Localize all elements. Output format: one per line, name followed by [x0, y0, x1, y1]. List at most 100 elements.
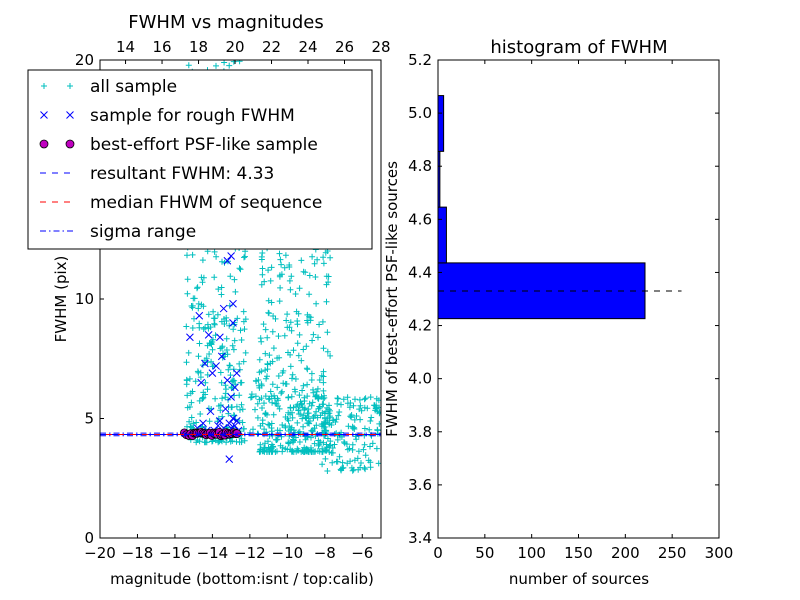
all-sample-point — [283, 317, 290, 324]
legend-marker — [40, 111, 48, 119]
all-sample-point — [183, 323, 190, 330]
all-sample-point — [199, 257, 206, 264]
all-sample-point — [229, 342, 236, 349]
all-sample-point — [326, 402, 332, 409]
all-sample-point — [191, 295, 198, 302]
all-sample-point — [307, 418, 313, 424]
all-sample-point — [239, 406, 246, 413]
all-sample-point — [219, 343, 226, 350]
all-sample-point — [278, 390, 285, 397]
all-sample-point — [183, 377, 190, 384]
all-sample-point — [265, 267, 272, 274]
all-sample-point — [308, 370, 315, 377]
rough-sample-point — [223, 376, 232, 385]
all-sample-point — [227, 273, 234, 280]
all-sample-point — [360, 446, 367, 453]
all-sample-point — [225, 366, 232, 373]
all-sample-point — [267, 277, 274, 284]
all-sample-point — [327, 438, 334, 445]
all-sample-point — [296, 439, 303, 445]
x-tick-label: 50 — [475, 544, 494, 562]
all-sample-point — [279, 422, 286, 428]
all-sample-point — [183, 359, 190, 366]
all-sample-point — [336, 453, 343, 460]
all-sample-point — [259, 265, 266, 272]
all-sample-point — [299, 387, 306, 394]
all-sample-point — [304, 410, 311, 417]
all-sample-point — [213, 253, 220, 260]
x-tick-label: −16 — [159, 544, 191, 562]
all-sample-point — [217, 407, 224, 414]
all-sample-point — [226, 302, 233, 309]
y-tick-label: 4.0 — [408, 370, 432, 388]
legend-label: resultant FWHM: 4.33 — [90, 164, 274, 184]
y-tick-label: 4.8 — [408, 157, 432, 175]
all-sample-point — [215, 286, 222, 293]
all-sample-point — [303, 415, 310, 422]
all-sample-point — [247, 394, 254, 401]
all-sample-point — [188, 414, 195, 421]
all-sample-point — [233, 403, 240, 410]
all-sample-point — [324, 468, 331, 474]
all-sample-point — [269, 328, 276, 335]
all-sample-point — [240, 318, 247, 325]
all-sample-point — [280, 380, 287, 387]
all-sample-point — [277, 256, 284, 263]
all-sample-point — [311, 425, 318, 432]
all-sample-point — [287, 446, 294, 453]
all-sample-point — [205, 325, 212, 332]
all-sample-point — [184, 290, 191, 297]
all-sample-point — [262, 440, 268, 447]
histogram-bar — [438, 95, 445, 152]
y-tick-label: 4.4 — [408, 263, 432, 281]
all-sample-point — [295, 407, 302, 413]
rough-sample-point — [195, 311, 204, 320]
all-sample-point — [288, 393, 295, 400]
rough-sample-point — [216, 333, 224, 342]
all-sample-point — [268, 264, 275, 271]
all-sample-point — [320, 423, 327, 430]
all-sample-point — [276, 405, 283, 412]
all-sample-point — [347, 400, 354, 406]
all-sample-point — [272, 315, 279, 322]
all-sample-point — [205, 311, 212, 318]
legend-marker — [65, 139, 75, 149]
all-sample-point — [228, 378, 235, 385]
rough-sample-point — [231, 383, 239, 392]
all-sample-point — [223, 335, 230, 342]
all-sample-point — [223, 439, 230, 446]
all-sample-point — [275, 373, 282, 379]
all-sample-point — [274, 448, 280, 455]
all-sample-point — [200, 274, 207, 281]
all-sample-point — [282, 445, 289, 452]
all-sample-point — [320, 368, 327, 375]
y-tick-label: 5 — [84, 410, 94, 428]
all-sample-point — [327, 352, 334, 359]
histogram-bar — [438, 262, 646, 320]
all-sample-point — [287, 363, 294, 370]
legend-marker — [39, 139, 49, 149]
scatter-xlabel: magnitude (bottom:isnt / top:calib) — [110, 570, 374, 588]
all-sample-point — [192, 378, 199, 385]
all-sample-point — [193, 419, 200, 426]
all-sample-point — [334, 395, 341, 402]
all-sample-point — [355, 448, 362, 455]
all-sample-point — [301, 405, 308, 412]
all-sample-point — [349, 446, 356, 453]
all-sample-point — [267, 360, 274, 367]
all-sample-point — [335, 412, 342, 419]
all-sample-point — [313, 300, 320, 307]
all-sample-point — [315, 442, 322, 449]
x-tick-label: 200 — [611, 544, 640, 562]
all-sample-point — [259, 250, 266, 256]
y-tick-label: 3.6 — [408, 476, 432, 494]
all-sample-point — [315, 437, 322, 444]
all-sample-point — [361, 441, 368, 448]
all-sample-point — [222, 382, 229, 389]
all-sample-point — [286, 439, 293, 446]
all-sample-point — [239, 419, 246, 426]
legend-label: all sample — [90, 77, 177, 97]
all-sample-point — [196, 438, 203, 445]
all-sample-point — [341, 440, 348, 447]
all-sample-point — [295, 352, 302, 359]
